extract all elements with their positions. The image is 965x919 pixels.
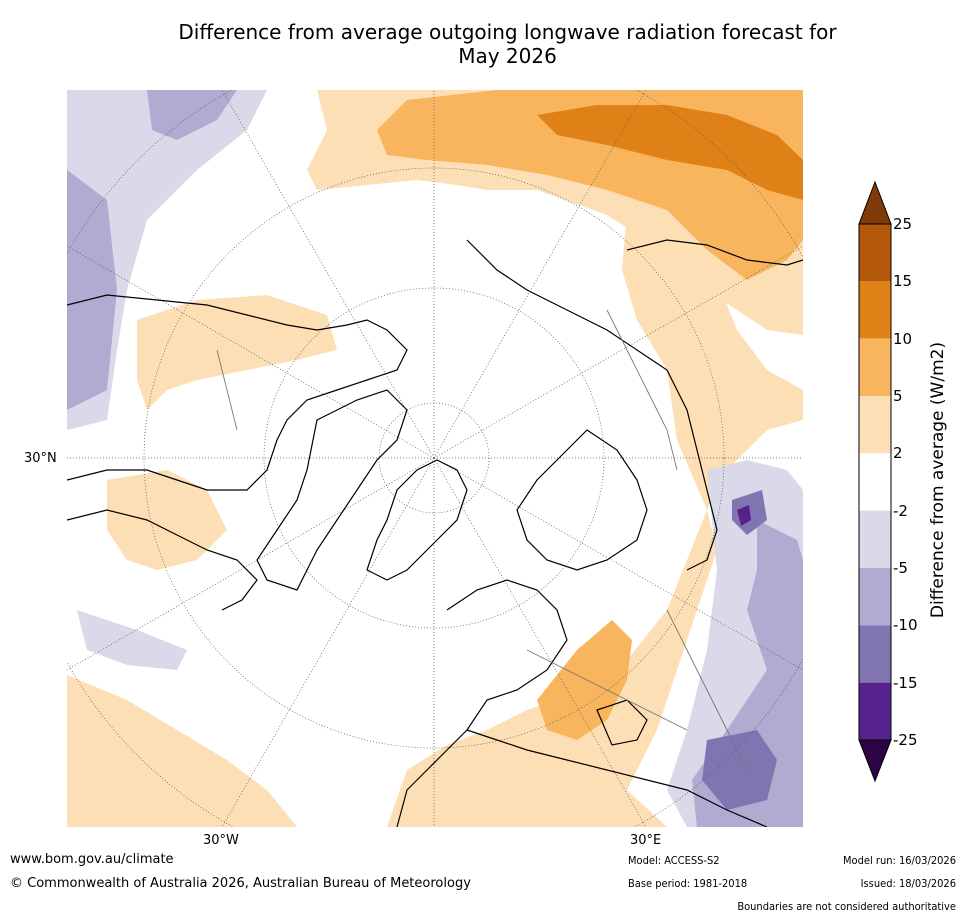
colorbar-segment: [859, 682, 891, 740]
anomaly-region-neg15-25: [737, 505, 751, 526]
colorbar-tick-label: -2: [893, 501, 908, 520]
colorbar-title: Difference from average (W/m2): [928, 341, 948, 619]
footer-model-run: Model run: 16/03/2026: [843, 854, 956, 867]
footer-issued: Issued: 18/03/2026: [860, 877, 956, 890]
anomaly-region-10-15: [537, 105, 803, 200]
anomaly-region-neg10-15: [702, 730, 777, 810]
map-svg: [67, 90, 803, 827]
colorbar-extend-low: [858, 739, 892, 783]
colorbar-tick-label: 5: [893, 387, 903, 405]
colorbar-segment: [859, 510, 891, 568]
country-borders: [216, 309, 748, 771]
colorbar-segments: [859, 224, 891, 740]
footer-disclaimer: Boundaries are not considered authoritat…: [737, 900, 956, 913]
chart-title: Difference from average outgoing longwav…: [100, 20, 915, 68]
colorbar-segment: [859, 625, 891, 683]
footer-url[interactable]: www.bom.gov.au/climate: [10, 852, 174, 867]
anomaly-region-neg5-10-west: [67, 170, 117, 410]
latitude-label-30n: 30°N: [24, 451, 57, 466]
title-line-1: Difference from average outgoing longwav…: [178, 20, 837, 44]
colorbar-tick-label: 25: [893, 215, 913, 233]
colorbar-segment: [859, 224, 891, 282]
colorbar-extend-high: [858, 180, 892, 225]
colorbar-tick-label: -15: [893, 673, 918, 692]
coastlines: [67, 239, 803, 827]
polar-map[interactable]: [67, 90, 803, 827]
colorbar-segment: [859, 396, 891, 454]
colorbar-tick-label: -10: [893, 616, 918, 635]
title-line-2: May 2026: [458, 44, 557, 68]
longitude-label-30w: 30°W: [203, 833, 239, 848]
colorbar-tick-label: 2: [893, 444, 903, 463]
anomaly-region-5-10-europe: [537, 620, 632, 740]
colorbar-segment: [859, 568, 891, 626]
colorbar-tick-label: 10: [893, 329, 913, 348]
longitude-label-30e: 30°E: [630, 833, 662, 848]
colorbar-segment: [859, 338, 891, 396]
anomaly-region-2-5-southwest: [67, 675, 297, 827]
colorbar-tick-label: -25: [893, 731, 918, 749]
anomaly-region-neg2-5-atlantic: [77, 610, 187, 670]
colorbar: [858, 180, 892, 783]
footer-base-period: Base period: 1981-2018: [628, 877, 748, 890]
anomaly-region-2-5-east: [387, 210, 803, 827]
footer-model: Model: ACCESS-S2: [628, 854, 720, 867]
footer-copyright: © Commonwealth of Australia 2026, Austra…: [10, 876, 471, 891]
anomaly-region-neg5-10-northwest: [147, 90, 237, 140]
colorbar-tick-label: -5: [893, 559, 908, 577]
colorbar-segment: [859, 281, 891, 339]
colorbar-frame: [858, 223, 892, 741]
colorbar-tick-label: 15: [893, 272, 913, 291]
anomaly-region-neg2-5-west: [67, 90, 267, 430]
graticule-meridians: [67, 90, 803, 827]
anomaly-region-2-5-pacific: [137, 295, 337, 410]
colorbar-segment: [859, 453, 891, 511]
